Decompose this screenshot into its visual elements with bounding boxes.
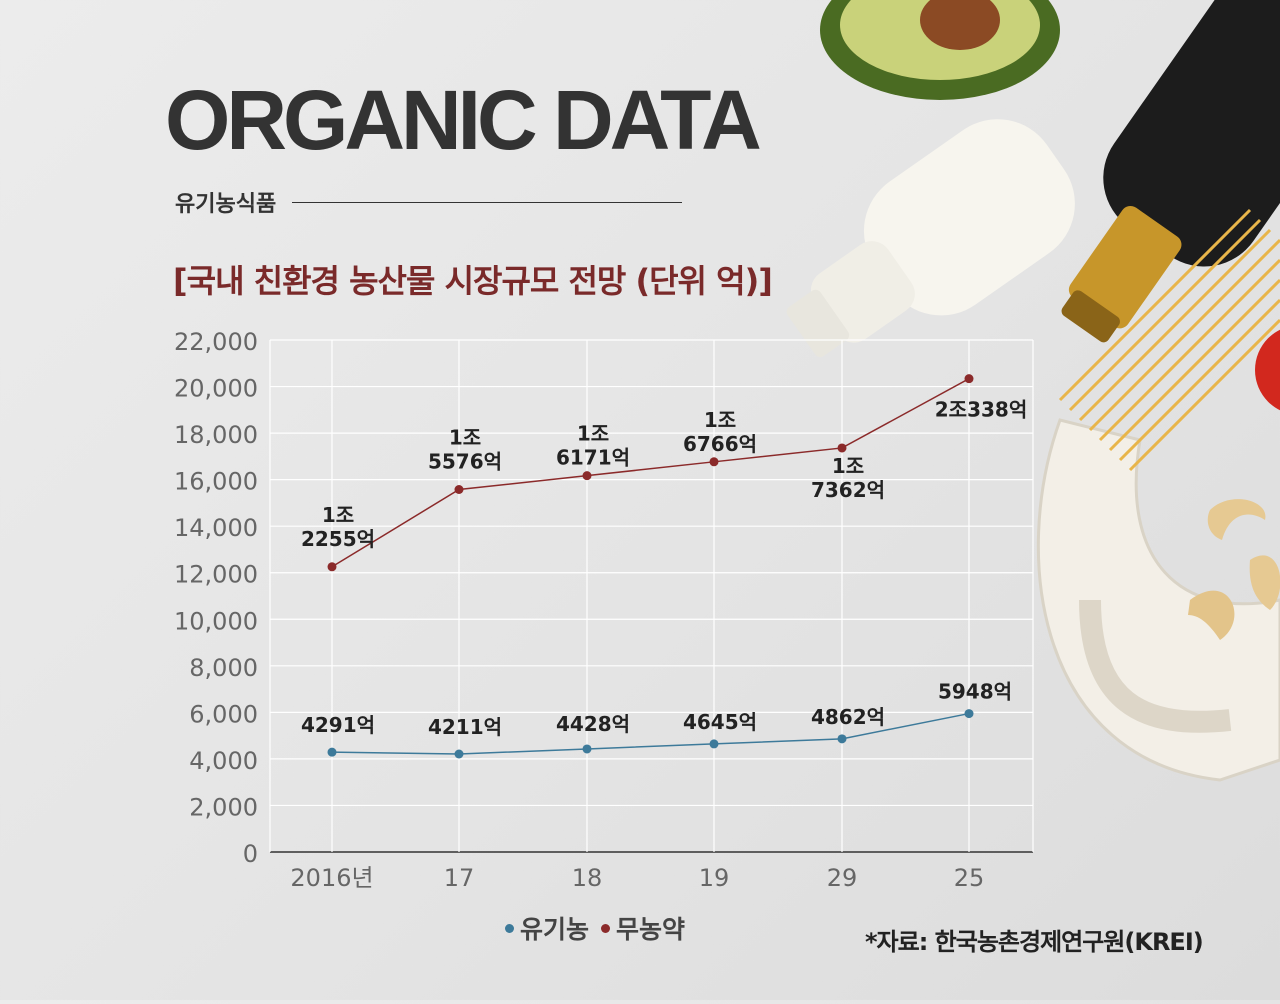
data-label: 1조 xyxy=(322,503,354,527)
legend-dot-organic xyxy=(505,923,514,933)
legend-dot-pesticide-free xyxy=(601,923,611,933)
data-point-pesticide-free xyxy=(454,485,464,495)
data-label: 1조 xyxy=(704,408,736,432)
data-label: 6766억 xyxy=(683,432,757,456)
y-tick-label: 22,000 xyxy=(174,328,258,356)
subtitle: 유기농식품 xyxy=(175,192,277,217)
data-point-pesticide-free xyxy=(964,374,974,384)
data-label: 2255억 xyxy=(301,527,375,551)
y-tick-label: 4,000 xyxy=(189,747,258,775)
legend-label-pesticide-free: 무농약 xyxy=(616,915,686,944)
y-tick-label: 6,000 xyxy=(189,700,258,728)
y-tick-label: 2,000 xyxy=(189,793,258,821)
data-point-organic xyxy=(454,749,464,759)
y-tick-label: 12,000 xyxy=(174,561,258,589)
x-tick-label: 17 xyxy=(444,864,475,892)
data-label: 1조 xyxy=(577,422,609,446)
y-tick-label: 14,000 xyxy=(174,514,258,542)
headline: ORGANIC DATA xyxy=(165,73,762,167)
data-label: 1조 xyxy=(449,426,481,450)
plot-area xyxy=(270,340,1033,852)
y-tick-label: 20,000 xyxy=(174,375,258,403)
data-label: 4211억 xyxy=(428,715,502,739)
data-label: 6171억 xyxy=(556,446,630,470)
data-label: 5576억 xyxy=(428,450,502,474)
data-point-pesticide-free xyxy=(709,457,719,467)
series-line-organic xyxy=(331,712,970,755)
legend-item-organic: 유기농 xyxy=(505,910,589,946)
x-tick-label: 2016년 xyxy=(290,864,373,892)
legend-label-organic: 유기농 xyxy=(520,915,590,944)
data-label: 4291억 xyxy=(301,713,375,737)
legend: 유기농 무농약 xyxy=(505,910,685,946)
x-tick-label: 29 xyxy=(827,864,858,892)
series-line-pesticide-free xyxy=(331,378,970,568)
data-point-organic xyxy=(709,739,719,749)
x-tick-label: 19 xyxy=(699,864,730,892)
data-point-organic xyxy=(964,709,974,719)
y-tick-label: 10,000 xyxy=(174,607,258,635)
y-tick-label: 16,000 xyxy=(174,468,258,496)
data-label: 1조 xyxy=(832,454,864,478)
data-point-organic xyxy=(327,747,337,757)
subtitle-row: 유기농식품 xyxy=(175,186,683,218)
data-label: 4645억 xyxy=(683,710,757,734)
y-tick-label: 8,000 xyxy=(189,654,258,682)
source-note: *자료: 한국농촌경제연구원(KREI) xyxy=(865,928,1204,956)
chart-title: [국내 친환경 농산물 시장규모 전망 (단위 억)] xyxy=(173,262,773,300)
y-tick-label: 0 xyxy=(243,840,258,868)
data-point-organic xyxy=(837,734,847,744)
x-tick-label: 25 xyxy=(954,864,985,892)
data-point-organic xyxy=(582,744,592,754)
data-label: 4862억 xyxy=(811,705,885,729)
data-label: 4428억 xyxy=(556,712,630,736)
data-label: 5948억 xyxy=(938,680,1012,704)
data-label: 2조338억 xyxy=(935,398,1027,422)
subtitle-divider xyxy=(292,201,683,203)
legend-item-pesticide-free: 무농약 xyxy=(601,910,685,946)
data-point-pesticide-free xyxy=(837,443,847,453)
data-point-pesticide-free xyxy=(582,471,592,481)
data-label: 7362억 xyxy=(811,478,885,502)
y-tick-label: 18,000 xyxy=(174,421,258,449)
data-point-pesticide-free xyxy=(327,562,337,572)
x-tick-label: 18 xyxy=(572,864,603,892)
